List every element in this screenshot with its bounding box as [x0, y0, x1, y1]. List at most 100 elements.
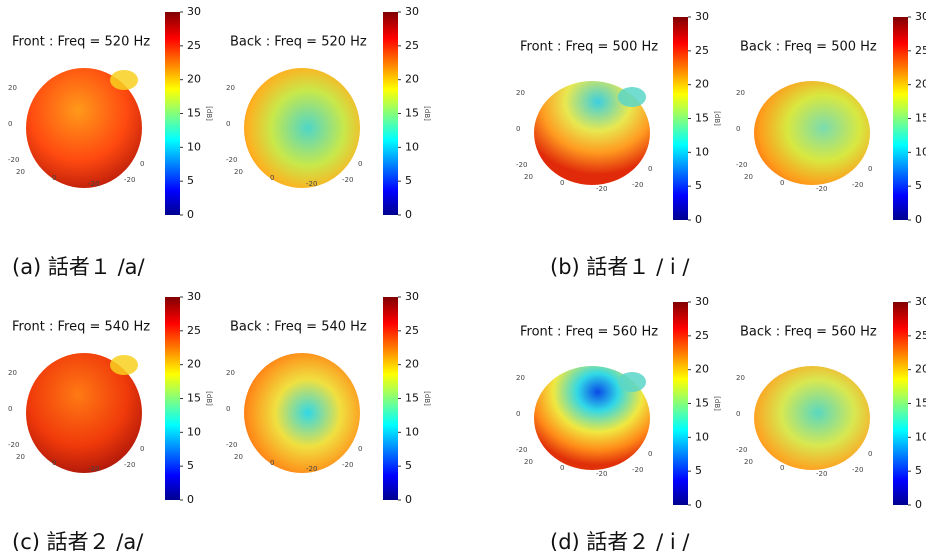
colorbar-tick-label: 0 [915, 498, 922, 511]
colorbar-tick-label: 5 [405, 459, 412, 472]
bump [110, 70, 138, 90]
x-tick-label: -20 [88, 180, 99, 188]
y-tick-label: -20 [632, 466, 643, 474]
bump [110, 355, 138, 375]
y-tick-label: 0 [648, 450, 652, 458]
z-tick-label: 20 [516, 89, 525, 97]
colorbar-label: [dB] [423, 106, 431, 121]
plot-title: Back : Freq = 540 Hz [230, 320, 367, 335]
plot-title: Front : Freq = 500 Hz [520, 40, 658, 55]
plot-title: Back : Freq = 520 Hz [230, 35, 367, 50]
colorbar-tick-label: 25 [915, 44, 926, 57]
colorbar-label: [dB] [205, 391, 213, 406]
x-tick-label: 20 [234, 168, 243, 176]
y-tick-label: -20 [124, 461, 135, 469]
colorbar-tick-label: 10 [695, 430, 709, 443]
z-tick-label: 0 [516, 125, 520, 133]
caption: (c) 話者２ /a/ [12, 530, 144, 551]
caption: (b) 話者１ / i / [550, 255, 690, 279]
x-tick-label: 20 [16, 453, 25, 461]
y-tick-label: -20 [124, 176, 135, 184]
colorbar-label: [dB] [713, 396, 721, 411]
directivity-surface [754, 366, 870, 470]
y-tick-label: 0 [868, 165, 872, 173]
colorbar-tick-label: 0 [187, 208, 194, 221]
colorbar-tick-label: 30 [915, 295, 926, 308]
y-tick-label: -20 [852, 181, 863, 189]
colorbar-tick-label: 15 [405, 107, 419, 120]
y-tick-label: -20 [632, 181, 643, 189]
colorbar-tick-label: 20 [695, 78, 709, 91]
colorbar-tick-label: 25 [915, 329, 926, 342]
colorbar-label: [dB] [205, 106, 213, 121]
colorbar-tick-label: 0 [405, 493, 412, 506]
colorbar-tick-label: 25 [695, 329, 709, 342]
colorbar [383, 297, 398, 500]
colorbar-tick-label: 25 [187, 324, 201, 337]
z-tick-label: -20 [226, 441, 237, 449]
colorbar-tick-label: 5 [695, 464, 702, 477]
colorbar-tick-label: 20 [915, 363, 926, 376]
plot-title: Back : Freq = 560 Hz [740, 325, 877, 340]
x-tick-label: 20 [744, 458, 753, 466]
colorbar-tick-label: 15 [915, 112, 926, 125]
colorbar-tick-label: 10 [915, 145, 926, 158]
caption: (d) 話者２ / i / [550, 530, 690, 551]
colorbar-tick-label: 5 [405, 174, 412, 187]
colorbar-tick-label: 30 [405, 5, 419, 18]
colorbar-tick-label: 0 [695, 213, 702, 226]
figure: (a) 話者１ /a/Front : Freq = 520 Hz200-2020… [0, 0, 926, 551]
y-tick-label: 0 [140, 160, 144, 168]
z-tick-label: -20 [736, 446, 747, 454]
z-tick-label: 20 [226, 369, 235, 377]
x-tick-label: 20 [16, 168, 25, 176]
z-tick-label: -20 [8, 156, 19, 164]
x-tick-label: 20 [524, 173, 533, 181]
z-tick-label: 0 [226, 120, 230, 128]
directivity-surface [754, 81, 870, 185]
z-tick-label: -20 [8, 441, 19, 449]
x-tick-label: 0 [270, 174, 274, 182]
colorbar [673, 302, 688, 505]
colorbar-tick-label: 25 [405, 39, 419, 52]
z-tick-label: 20 [226, 84, 235, 92]
colorbar-tick-label: 10 [405, 425, 419, 438]
plot-title: Back : Freq = 500 Hz [740, 40, 877, 55]
colorbar-label: [dB] [713, 111, 721, 126]
colorbar-tick-label: 10 [187, 425, 201, 438]
y-tick-label: -20 [852, 466, 863, 474]
page: {"panels":[ {"caption":"(a) 話者１ /a/","pl… [0, 0, 926, 551]
colorbar-tick-label: 0 [915, 213, 922, 226]
y-tick-label: -20 [342, 176, 353, 184]
y-tick-label: 0 [648, 165, 652, 173]
z-tick-label: 0 [736, 410, 740, 418]
z-tick-label: 0 [8, 405, 12, 413]
x-tick-label: 0 [560, 179, 564, 187]
colorbar-tick-label: 5 [187, 174, 194, 187]
bump [618, 372, 646, 392]
x-tick-label: 0 [780, 179, 784, 187]
colorbar-tick-label: 20 [187, 358, 201, 371]
z-tick-label: -20 [516, 446, 527, 454]
x-tick-label: 20 [234, 453, 243, 461]
colorbar-tick-label: 30 [187, 290, 201, 303]
colorbar-tick-label: 5 [187, 459, 194, 472]
x-tick-label: -20 [306, 465, 317, 473]
colorbar-tick-label: 10 [915, 430, 926, 443]
x-tick-label: 0 [780, 464, 784, 472]
z-tick-label: -20 [736, 161, 747, 169]
y-tick-label: 0 [358, 160, 362, 168]
z-tick-label: 20 [736, 374, 745, 382]
colorbar-tick-label: 30 [405, 290, 419, 303]
z-tick-label: 20 [8, 84, 17, 92]
colorbar-tick-label: 20 [405, 73, 419, 86]
colorbar-tick-label: 10 [405, 140, 419, 153]
colorbar-tick-label: 0 [187, 493, 194, 506]
colorbar-tick-label: 15 [405, 392, 419, 405]
x-tick-label: -20 [596, 470, 607, 478]
colorbar-tick-label: 15 [695, 112, 709, 125]
colorbar-tick-label: 10 [695, 145, 709, 158]
z-tick-label: 0 [516, 410, 520, 418]
x-tick-label: 0 [270, 459, 274, 467]
x-tick-label: -20 [88, 465, 99, 473]
